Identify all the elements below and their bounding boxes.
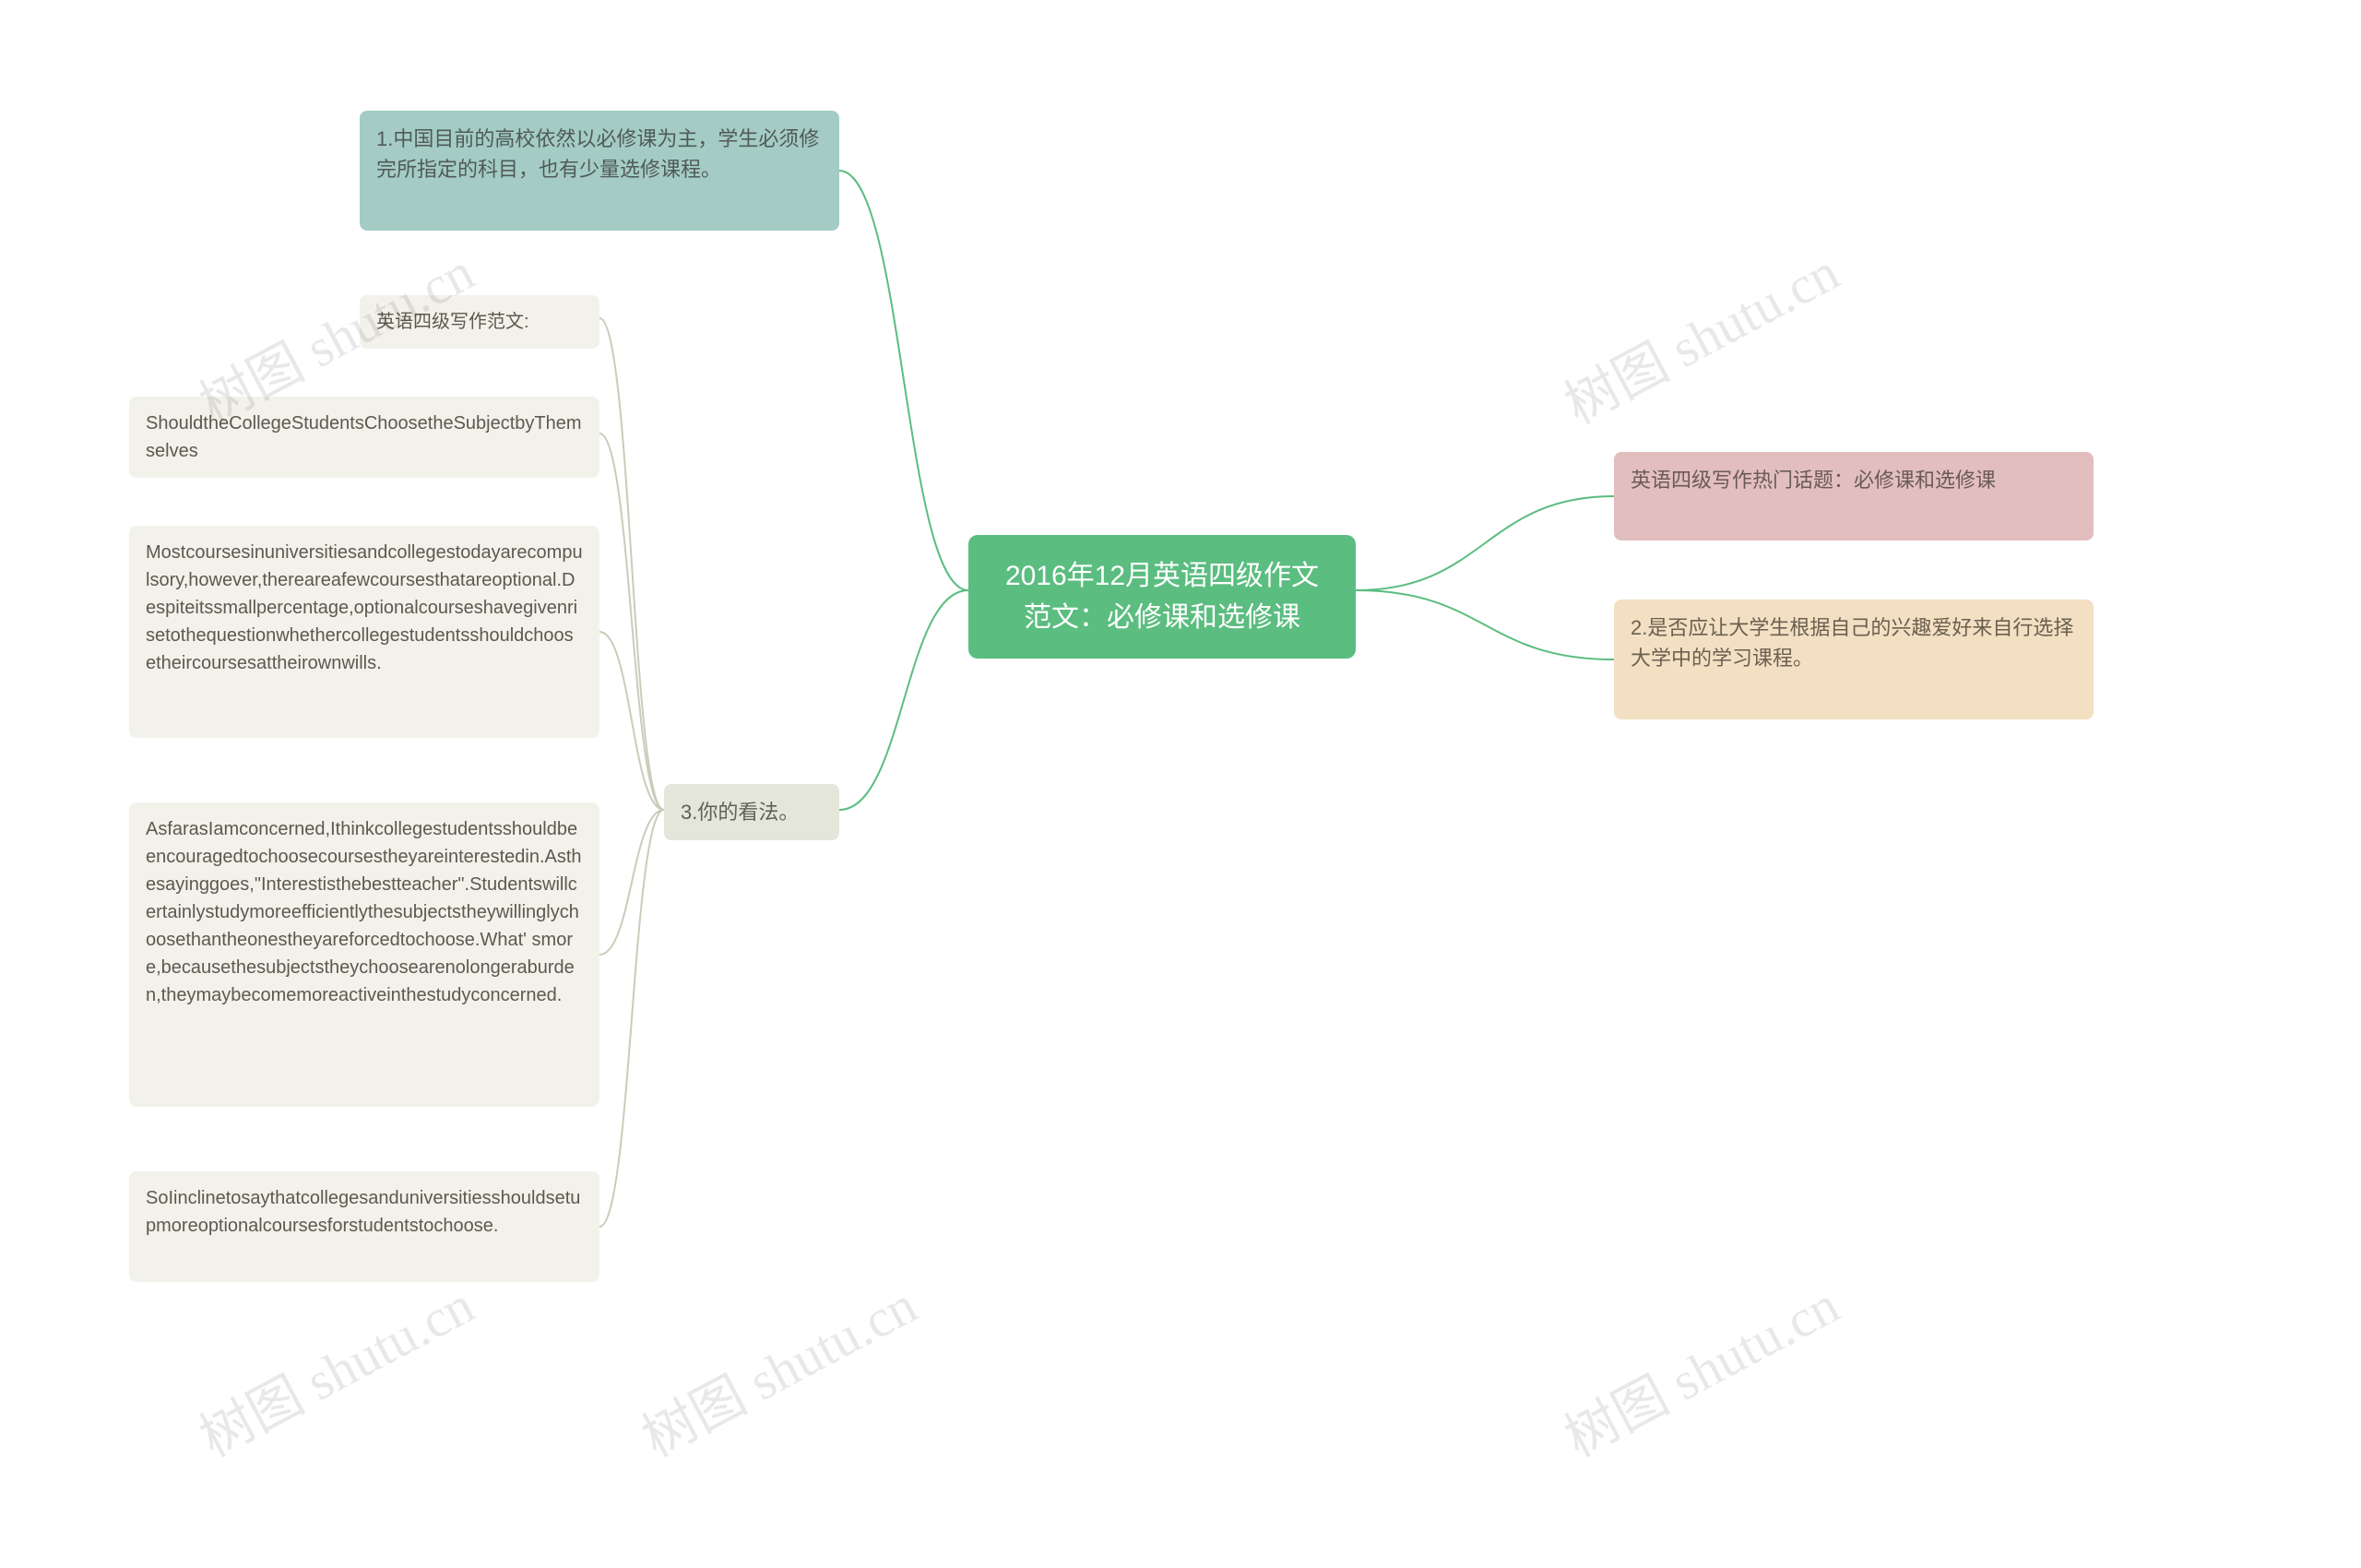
branch-node-1-text: 1.中国目前的高校依然以必修课为主，学生必须修完所指定的科目，也有少量选修课程。 — [376, 124, 823, 184]
leaf-text: AsfarasIamconcerned,Ithinkcollegestudent… — [146, 815, 583, 1009]
branch-node-3-text: 3.你的看法。 — [681, 801, 799, 824]
leaf-text: 英语四级写作范文: — [376, 308, 583, 336]
root-title-line2: 范文：必修课和选修课 — [994, 597, 1330, 638]
leaf-node[interactable]: AsfarasIamconcerned,Ithinkcollegestudent… — [129, 802, 599, 1107]
watermark: 树图 shutu.cn — [1548, 1263, 1850, 1472]
watermark: 树图 shutu.cn — [626, 1263, 928, 1472]
root-node[interactable]: 2016年12月英语四级作文 范文：必修课和选修课 — [968, 535, 1356, 659]
leaf-node[interactable]: Mostcoursesinuniversitiesandcollegestoda… — [129, 526, 599, 738]
leaf-node[interactable]: SoIinclinetosaythatcollegesanduniversiti… — [129, 1171, 599, 1282]
branch-node-2-text: 2.是否应让大学生根据自己的兴趣爱好来自行选择大学中的学习课程。 — [1631, 612, 2077, 673]
watermark: 树图 shutu.cn — [184, 1263, 485, 1472]
connection-layer — [0, 0, 2361, 1568]
branch-node-3[interactable]: 3.你的看法。 — [664, 784, 839, 840]
leaf-text: ShouldtheCollegeStudentsChoosetheSubject… — [146, 410, 583, 465]
watermark: 树图 shutu.cn — [1548, 230, 1850, 439]
branch-node-topic[interactable]: 英语四级写作热门话题：必修课和选修课 — [1614, 452, 2094, 540]
branch-node-2[interactable]: 2.是否应让大学生根据自己的兴趣爱好来自行选择大学中的学习课程。 — [1614, 600, 2094, 719]
leaf-text: SoIinclinetosaythatcollegesanduniversiti… — [146, 1184, 583, 1240]
branch-node-1[interactable]: 1.中国目前的高校依然以必修课为主，学生必须修完所指定的科目，也有少量选修课程。 — [360, 111, 839, 231]
leaf-node[interactable]: ShouldtheCollegeStudentsChoosetheSubject… — [129, 397, 599, 478]
branch-node-topic-text: 英语四级写作热门话题：必修课和选修课 — [1631, 465, 2077, 495]
leaf-node[interactable]: 英语四级写作范文: — [360, 295, 599, 349]
root-title-line1: 2016年12月英语四级作文 — [994, 555, 1330, 597]
leaf-text: Mostcoursesinuniversitiesandcollegestoda… — [146, 539, 583, 677]
